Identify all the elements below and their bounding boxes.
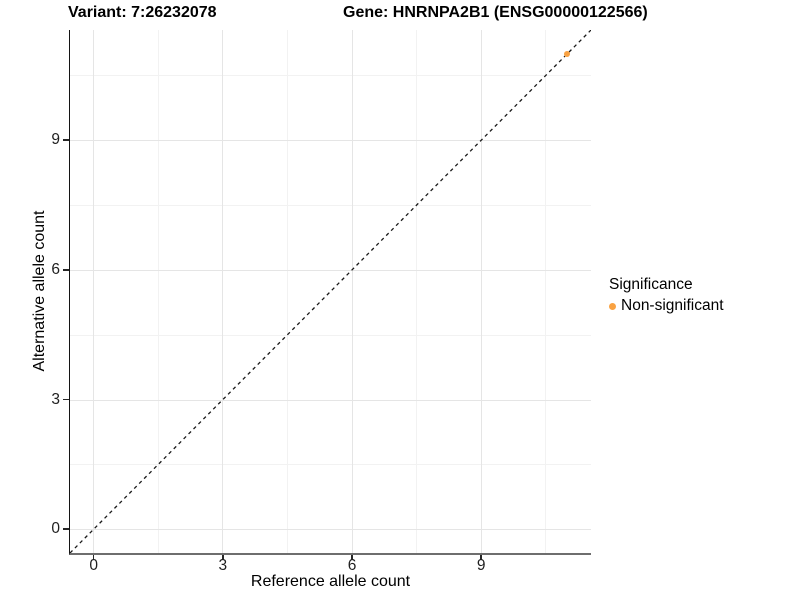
gridline-minor-horizontal bbox=[69, 205, 591, 207]
gridline-major-vertical bbox=[351, 30, 353, 553]
gridline-minor-vertical bbox=[545, 30, 547, 553]
x-tick-label: 0 bbox=[89, 557, 98, 574]
y-tick-label: 0 bbox=[51, 520, 60, 538]
gridline-minor-vertical bbox=[286, 30, 288, 553]
gridline-minor-horizontal bbox=[69, 464, 591, 466]
data-point bbox=[563, 50, 570, 57]
y-tick-mark bbox=[63, 139, 69, 141]
identity-dashed-line bbox=[69, 30, 591, 553]
gridline-major-horizontal bbox=[69, 269, 591, 271]
y-tick-label: 3 bbox=[51, 390, 60, 408]
legend-title: Significance bbox=[609, 276, 693, 293]
gridline-major-vertical bbox=[222, 30, 224, 553]
gridline-minor-vertical bbox=[416, 30, 418, 553]
y-tick-label: 6 bbox=[51, 260, 60, 278]
y-tick-label: 9 bbox=[51, 131, 60, 149]
x-tick-mark bbox=[222, 555, 224, 560]
gridline-minor-horizontal bbox=[69, 75, 591, 77]
y-tick-mark bbox=[63, 528, 69, 530]
x-tick-label: 3 bbox=[218, 557, 228, 574]
y-tick-mark bbox=[63, 398, 69, 401]
gridline-major-vertical bbox=[480, 30, 482, 553]
gridline-minor-horizontal bbox=[69, 334, 591, 336]
x-tick-label: 6 bbox=[347, 557, 357, 574]
x-tick-label: 9 bbox=[476, 557, 486, 574]
legend-item-label: Non-significant bbox=[621, 297, 724, 314]
legend-dot-icon bbox=[609, 302, 616, 310]
gene-title: Gene: HNRNPA2B1 (ENSG00000122566) bbox=[343, 4, 648, 21]
variant-title: Variant: 7:26232078 bbox=[68, 4, 217, 21]
y-axis-label: Alternative allele count bbox=[31, 210, 48, 372]
gridline-minor-vertical bbox=[157, 30, 159, 553]
x-axis-label: Reference allele count bbox=[250, 573, 411, 590]
legend: Significance Non-significant bbox=[609, 276, 724, 315]
x-tick-mark bbox=[92, 555, 95, 560]
gridline-major-horizontal bbox=[69, 399, 591, 401]
gridline-major-horizontal bbox=[69, 140, 591, 142]
gridline-major-vertical bbox=[93, 30, 95, 553]
x-tick-mark bbox=[480, 555, 482, 560]
y-tick-mark bbox=[63, 269, 69, 271]
plot-panel bbox=[68, 30, 591, 555]
x-tick-mark bbox=[351, 555, 353, 560]
legend-item: Non-significant bbox=[609, 297, 724, 315]
gridline-major-horizontal bbox=[69, 529, 591, 531]
